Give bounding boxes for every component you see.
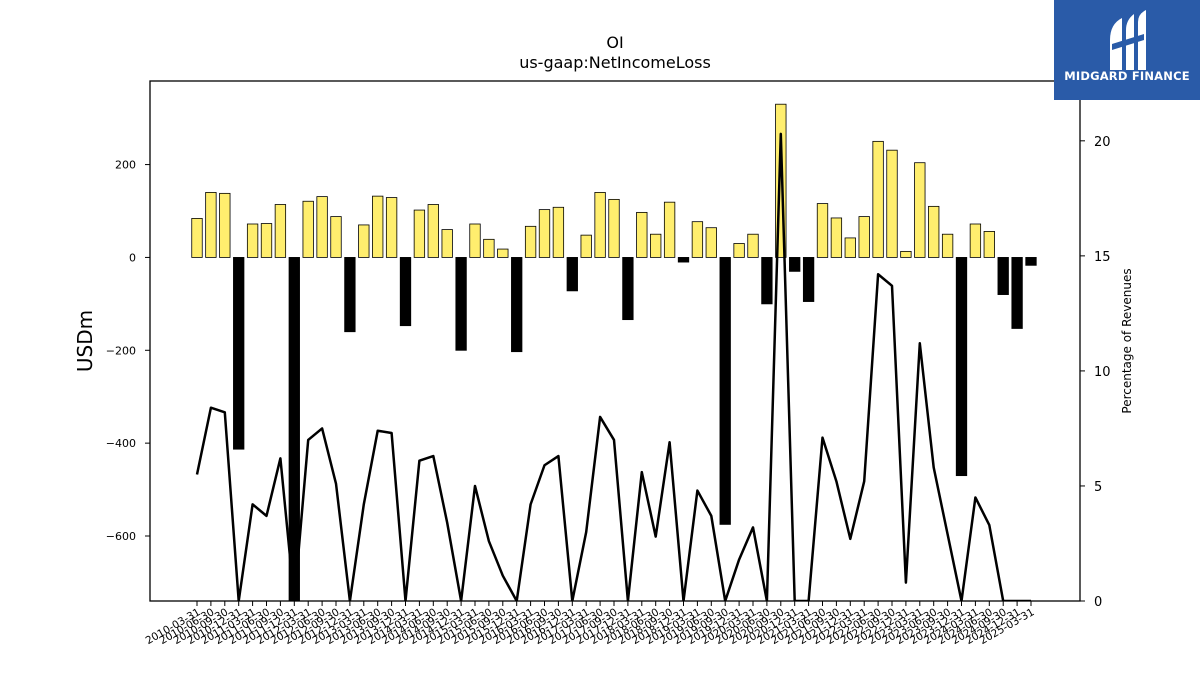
bar-2024-03-31 [969, 223, 982, 258]
bar-2024-09-30 [997, 257, 1009, 295]
y-tick-label: −200 [106, 344, 136, 357]
bar-2011-03-31 [246, 223, 259, 258]
bar-2012-09-30 [330, 216, 342, 258]
y-tick-label: −400 [106, 437, 136, 450]
bar-2015-03-31 [469, 223, 481, 258]
bar-2011-06-30 [260, 223, 273, 258]
bar-2019-12-31 [733, 243, 745, 258]
bar-2020-06-30 [761, 257, 773, 305]
bar-2020-12-31 [789, 257, 801, 272]
bar-2023-12-31 [955, 257, 968, 477]
bar-2023-06-30 [928, 205, 940, 258]
y2-axis-label: Percentage of Revenues [1120, 268, 1134, 413]
axes: −600−400−2000200051015202010-03-312010-0… [106, 80, 1111, 647]
y2-tick-label: 5 [1094, 480, 1102, 495]
bar-2019-09-30 [719, 257, 731, 525]
bar-2023-03-31 [914, 162, 926, 258]
bar-2014-09-30 [441, 229, 453, 258]
pct-revenue-line [195, 132, 1031, 601]
y2-tick-label: 15 [1094, 250, 1111, 265]
bar-2019-06-30 [705, 227, 717, 258]
logo-text: MIDGARD FINANCE [1064, 69, 1190, 83]
midgard-logo: MIDGARD FINANCE [1054, 0, 1200, 100]
bar-2010-09-30 [219, 192, 231, 258]
bar-2017-03-31 [580, 234, 592, 258]
bar-2010-06-30 [205, 192, 217, 258]
bar-2012-06-30 [316, 196, 328, 258]
bar-2022-12-31 [900, 250, 912, 258]
y2-tick-label: 20 [1094, 135, 1111, 150]
bar-series [191, 103, 1037, 601]
bar-2016-12-31 [566, 257, 578, 292]
bar-2017-12-31 [622, 257, 634, 321]
bar-2010-03-31 [191, 218, 203, 258]
bar-2022-03-31 [858, 216, 870, 258]
y-axis-label: USDm [73, 310, 97, 372]
bar-2023-09-30 [941, 233, 954, 258]
bar-2017-09-30 [608, 198, 620, 258]
chart-subtitle: us-gaap:NetIncomeLoss [519, 53, 711, 72]
bar-2013-06-30 [372, 195, 384, 258]
y-tick-label: 200 [115, 159, 136, 172]
bar-2016-03-31 [524, 225, 537, 258]
bar-2011-12-31 [288, 257, 300, 601]
y-tick-label: −600 [106, 530, 136, 543]
bar-2018-06-30 [650, 233, 662, 258]
y-tick-label: 0 [129, 251, 136, 264]
bar-2015-09-30 [497, 248, 509, 258]
bar-2019-03-31 [691, 221, 704, 258]
bar-2016-09-30 [552, 206, 565, 258]
midgard-logo-icon [1110, 10, 1146, 70]
bar-2013-03-31 [358, 224, 370, 258]
chart-title: OI [606, 33, 623, 52]
bar-2014-06-30 [427, 204, 439, 258]
bar-2011-09-30 [274, 204, 287, 258]
bar-2020-03-31 [747, 233, 759, 258]
bar-2018-09-30 [663, 201, 676, 258]
bar-2018-03-31 [636, 211, 648, 258]
bar-2021-06-30 [816, 203, 829, 258]
bar-2010-12-31 [233, 257, 245, 450]
bar-2021-09-30 [830, 217, 843, 258]
bar-2022-09-30 [886, 149, 898, 258]
y2-tick-label: 10 [1094, 365, 1111, 380]
bar-2013-12-31 [399, 257, 412, 327]
bar-2024-06-30 [983, 231, 995, 258]
bar-2012-12-31 [344, 257, 356, 333]
bar-2021-12-31 [844, 237, 856, 258]
y2-tick-label: 0 [1094, 595, 1102, 610]
bar-2025-03-31 [1025, 257, 1037, 266]
bar-2018-12-31 [677, 257, 690, 263]
bar-2021-03-31 [802, 257, 815, 302]
plot-frame [149, 80, 1081, 602]
bar-2016-06-30 [538, 209, 551, 258]
line-series [195, 132, 1031, 601]
bar-2014-12-31 [455, 257, 467, 351]
bar-2012-03-31 [302, 200, 314, 258]
bar-2020-09-30 [775, 103, 787, 258]
bar-2022-06-30 [872, 140, 884, 258]
bar-2017-06-30 [594, 192, 606, 258]
bar-2013-09-30 [385, 197, 398, 258]
bar-2024-12-31 [1011, 257, 1023, 329]
bar-2015-12-31 [511, 257, 523, 353]
bar-2015-06-30 [483, 238, 495, 258]
bar-2014-03-31 [413, 209, 426, 258]
